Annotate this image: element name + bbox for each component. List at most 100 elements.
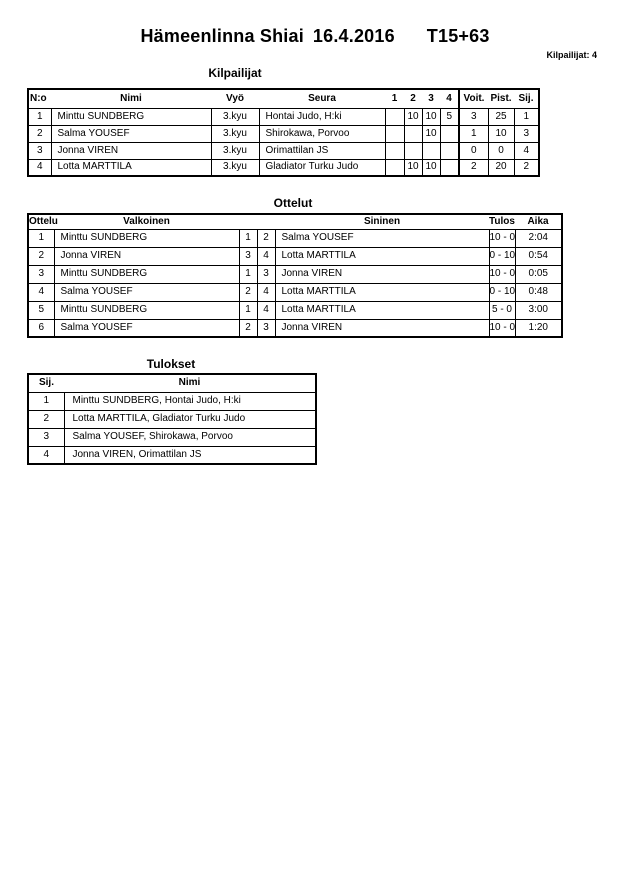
table-cell: 5 [27, 300, 55, 320]
col-header-nimi: Nimi [64, 374, 316, 393]
table-cell: 3.kyu [210, 107, 260, 126]
table-cell: 0:05 [514, 264, 563, 284]
table-cell: Gladiator Turku Judo [258, 158, 386, 177]
table-cell: 3:00 [514, 300, 563, 320]
col-header-voit: Voit. [458, 89, 488, 109]
table-cell: 2 [238, 318, 258, 338]
table-cell: 6 [27, 318, 55, 338]
table-cell: 1 [27, 228, 55, 248]
table-cell: Salma YOUSEF [274, 228, 490, 248]
tulokset-table-body: 1 Minttu SUNDBERG, Hontai Judo, H:ki 2 Lott… [27, 391, 317, 465]
table-cell: Jonna VIREN [53, 246, 240, 266]
table-cell: Minttu SUNDBERG [53, 228, 240, 248]
table-cell: Salma YOUSEF [50, 124, 212, 143]
table-cell: 3 [458, 107, 489, 126]
table-cell: 2 [256, 228, 276, 248]
col-header-valkoinen: Valkoinen [54, 214, 239, 230]
table-cell: 2 [513, 158, 540, 177]
table-cell: 2 [458, 158, 489, 177]
table-cell: 10 [487, 124, 515, 143]
col-header-tulos: Tulos [489, 214, 515, 230]
table-cell: Salma YOUSEF [53, 282, 240, 302]
table-cell [439, 158, 460, 177]
table-row: 3 Salma YOUSEF, Shirokawa, Porvoo [27, 427, 317, 447]
table-cell: 10 [403, 107, 423, 126]
table-row: 1 Minttu SUNDBERG 3.kyu Hontai Judo, H:ki 10… [27, 107, 540, 126]
table-cell: Lotta MARTTILA [274, 282, 490, 302]
table-header-row: Ottelu Valkoinen Sininen Tulos Aika [28, 214, 562, 230]
table-cell: Salma YOUSEF, Shirokawa, Porvoo [63, 427, 317, 447]
table-cell: 4 [513, 141, 540, 160]
table-cell: 1 [27, 391, 65, 411]
table-row: 2 Salma YOUSEF 3.kyu Shirokawa, Porvoo 10 1 10… [27, 124, 540, 143]
table-cell: 1 [238, 300, 258, 320]
table-cell: Jonna VIREN [50, 141, 212, 160]
col-header-sij: Sij. [514, 89, 539, 109]
table-cell: 3 [27, 427, 65, 447]
table-cell: 0:48 [514, 282, 563, 302]
table-cell: 10 - 0 [488, 318, 516, 338]
table-cell: 3 [27, 264, 55, 284]
table-row: 5 Minttu SUNDBERG 1 4 Lotta MARTTILA 5 - 0 3:0… [27, 300, 563, 320]
table-cell: Lotta MARTTILA [274, 300, 490, 320]
table-cell: Minttu SUNDBERG [53, 264, 240, 284]
tulokset-table: Sij. Nimi 1 Minttu SUNDBERG, Hontai Judo,… [27, 373, 317, 465]
section-heading-tulokset: Tulokset [146, 357, 196, 371]
table-cell: 2 [27, 409, 65, 429]
table-cell: 0 [487, 141, 515, 160]
table-cell: 1 [27, 107, 52, 126]
table-cell: 0:54 [514, 246, 563, 266]
table-cell: Hontai Judo, H:ki [258, 107, 386, 126]
col-header-seura: Seura [259, 89, 385, 109]
table-header-row: N:o Nimi Vyö Seura 1 2 3 4 Voit. Pist. S… [28, 89, 539, 109]
col-header-ottelu: Ottelu [28, 214, 58, 230]
table-cell: 0 [458, 141, 489, 160]
table-cell: 4 [27, 158, 52, 177]
section-heading-ottelut: Ottelut [273, 196, 313, 210]
title-category: T15+63 [426, 26, 490, 46]
kilpailijat-table: N:o Nimi Vyö Seura 1 2 3 4 Voit. Pist. S… [27, 88, 540, 177]
col-header-pist: Pist. [488, 89, 514, 109]
table-row: 1 Minttu SUNDBERG, Hontai Judo, H:ki [27, 391, 317, 411]
table-row: 4 Jonna VIREN, Orimattilan JS [27, 445, 317, 465]
table-row: 4 Lotta MARTTILA 3.kyu Gladiator Turku Judo… [27, 158, 540, 177]
table-row: 3 Minttu SUNDBERG 1 3 Jonna VIREN 10 - 0 0:05 [27, 264, 563, 284]
table-cell: 3.kyu [210, 124, 260, 143]
col-header-aika: Aika [515, 214, 562, 230]
table-cell [439, 124, 460, 143]
table-row: 6 Salma YOUSEF 2 3 Jonna VIREN 10 - 0 1:20 [27, 318, 563, 338]
table-cell: 5 [439, 107, 460, 126]
table-cell: 4 [256, 300, 276, 320]
col-header-3: 3 [422, 89, 440, 109]
table-cell [384, 124, 405, 143]
table-cell: 4 [256, 282, 276, 302]
table-cell [384, 141, 405, 160]
table-cell: Jonna VIREN [274, 318, 490, 338]
table-row: 3 Jonna VIREN 3.kyu Orimattilan JS 0 0 4 [27, 141, 540, 160]
competitor-count-label: Kilpailijat: 4 [546, 50, 597, 60]
table-cell [421, 141, 441, 160]
table-cell: 20 [487, 158, 515, 177]
table-cell: Minttu SUNDBERG [50, 107, 212, 126]
table-cell: Minttu SUNDBERG, Hontai Judo, H:ki [63, 391, 317, 411]
table-cell [384, 158, 405, 177]
table-cell [403, 124, 423, 143]
table-cell: 4 [256, 246, 276, 266]
table-cell: 3.kyu [210, 158, 260, 177]
col-header-4: 4 [440, 89, 459, 109]
title-date: 16.4.2016 [312, 26, 395, 46]
table-header-row: Sij. Nimi [28, 374, 316, 393]
table-cell: Shirokawa, Porvoo [258, 124, 386, 143]
table-cell: Salma YOUSEF [53, 318, 240, 338]
section-heading-kilpailijat: Kilpailijat [208, 66, 262, 80]
table-cell: 10 - 0 [488, 228, 516, 248]
table-cell: Orimattilan JS [258, 141, 386, 160]
table-cell [403, 141, 423, 160]
table-cell: Lotta MARTTILA [50, 158, 212, 177]
table-cell: 4 [27, 282, 55, 302]
ottelut-table: Ottelu Valkoinen Sininen Tulos Aika 1 Min… [27, 213, 563, 338]
table-cell [384, 107, 405, 126]
col-header-sij: Sij. [28, 374, 64, 393]
table-cell: 3 [238, 246, 258, 266]
